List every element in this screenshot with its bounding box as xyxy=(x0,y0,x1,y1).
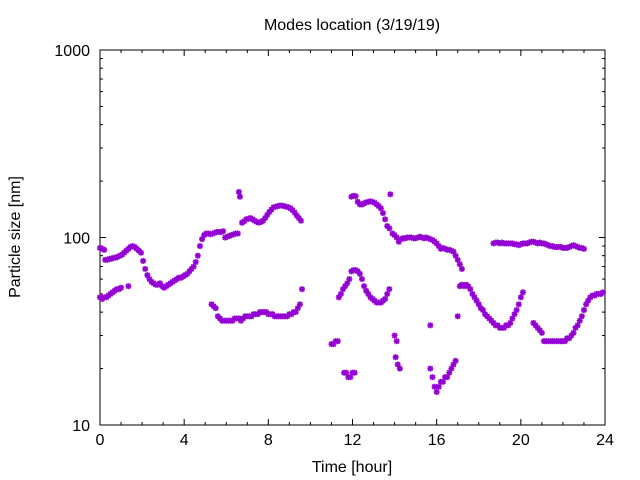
data-point xyxy=(382,216,389,223)
y-tick-label: 1000 xyxy=(54,43,90,60)
data-point xyxy=(377,205,384,212)
data-point xyxy=(352,193,359,200)
data-point xyxy=(380,210,387,217)
data-point xyxy=(599,289,606,296)
data-point xyxy=(351,369,358,376)
data-point xyxy=(196,243,203,250)
data-point xyxy=(452,357,459,364)
data-point xyxy=(435,383,442,390)
data-point xyxy=(118,284,125,291)
y-tick-labels: 10 100 1000 xyxy=(54,43,90,435)
data-point xyxy=(456,261,463,268)
data-point xyxy=(458,265,465,272)
data-point xyxy=(519,289,526,296)
x-tick-label: 0 xyxy=(96,432,105,449)
data-point xyxy=(429,374,436,381)
data-point xyxy=(138,249,145,256)
data-point xyxy=(570,329,577,336)
data-point xyxy=(391,332,398,339)
y-tick-label: 100 xyxy=(63,231,90,248)
data-point xyxy=(507,319,514,326)
data-point xyxy=(346,276,353,283)
data-point xyxy=(384,290,391,297)
data-point xyxy=(400,235,406,242)
data-point xyxy=(386,225,393,232)
data-point xyxy=(479,307,486,314)
data-point xyxy=(140,257,147,264)
data-point xyxy=(386,286,393,293)
data-point xyxy=(580,245,587,252)
x-axis-label: Time [hour] xyxy=(312,459,392,476)
chart-title: Modes location (3/19/19) xyxy=(264,17,440,34)
data-point xyxy=(574,322,581,329)
data-point xyxy=(580,307,587,314)
data-point xyxy=(433,388,440,395)
data-point xyxy=(517,294,524,301)
data-point xyxy=(334,338,341,345)
data-point xyxy=(382,295,389,302)
y-axis-label: Particle size [nm] xyxy=(7,176,24,298)
data-point xyxy=(297,217,304,224)
x-tick-label: 24 xyxy=(596,432,614,449)
data-point xyxy=(220,228,227,235)
data-point xyxy=(212,305,219,312)
data-point xyxy=(387,191,394,198)
x-tick-label: 20 xyxy=(512,432,530,449)
data-point xyxy=(235,188,242,195)
data-point xyxy=(192,259,199,266)
data-point xyxy=(190,263,197,270)
data-point xyxy=(337,290,344,297)
data-point xyxy=(513,307,520,314)
x-tick-label: 12 xyxy=(344,432,362,449)
x-tick-labels: 0 4 8 12 16 20 24 xyxy=(96,432,614,449)
data-point xyxy=(358,276,365,283)
axis-ticks xyxy=(99,49,606,426)
data-point xyxy=(361,283,368,290)
data-point xyxy=(296,301,303,308)
data-point xyxy=(356,270,363,277)
data-point xyxy=(393,338,400,345)
data-point xyxy=(467,286,474,293)
data-point xyxy=(125,283,132,290)
data-point xyxy=(396,365,403,372)
x-tick-label: 4 xyxy=(180,432,189,449)
data-point xyxy=(194,252,201,259)
data-point xyxy=(431,383,438,390)
data-point xyxy=(299,286,305,293)
data-point xyxy=(439,378,446,385)
y-tick-label: 10 xyxy=(72,418,90,435)
data-point xyxy=(101,246,108,253)
data-point xyxy=(515,301,522,308)
data-point xyxy=(454,313,461,320)
x-tick-label: 8 xyxy=(264,432,273,449)
data-point xyxy=(142,265,149,272)
data-point xyxy=(578,313,585,320)
data-point xyxy=(236,193,243,200)
data-point xyxy=(427,322,434,329)
data-point xyxy=(427,365,434,372)
x-tick-label: 16 xyxy=(428,432,446,449)
data-point xyxy=(234,230,241,237)
data-point xyxy=(392,354,399,361)
data-point xyxy=(538,329,545,336)
data-points xyxy=(97,188,606,395)
